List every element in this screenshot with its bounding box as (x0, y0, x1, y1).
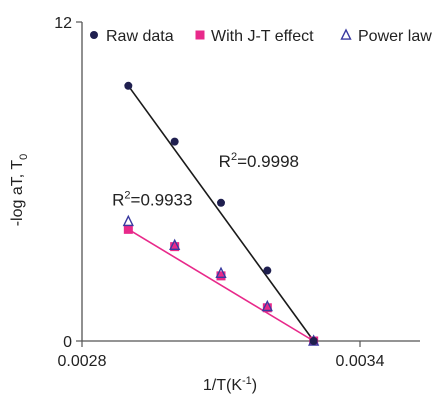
data-point-circle (309, 337, 318, 345)
annotations: R2=0.9998 R2=0.9933 (112, 151, 299, 210)
fit-line (127, 228, 315, 342)
data-points (122, 81, 320, 346)
legend-label: Raw data (106, 28, 174, 45)
data-point-triangle (215, 266, 227, 278)
legend-marker (195, 30, 205, 40)
x-tick-label: 0.0028 (58, 353, 107, 370)
x-axis-title: 1/T(K-1) (203, 375, 257, 394)
legend-marker (340, 28, 352, 40)
x-tick-label: 0.0034 (336, 353, 385, 370)
data-point-triangle (261, 299, 273, 312)
y-axis-title: -log aT, T0 (9, 154, 30, 227)
axes (81, 22, 420, 342)
data-point-square (216, 271, 226, 281)
fit-lines (127, 85, 315, 342)
data-point-circle (124, 81, 133, 90)
data-point-circle (217, 198, 225, 207)
legend: Raw data With J-T effect Power law (90, 28, 432, 45)
data-point-square (123, 224, 133, 234)
data-point-triangle (122, 214, 134, 227)
data-point-circle (170, 137, 179, 146)
fit-line (127, 85, 315, 342)
y-tick-label: 12 (54, 15, 72, 32)
r-squared-annotation: R2=0.9998 (219, 151, 299, 171)
y-tick-label: 0 (63, 334, 72, 351)
legend-label: With J-T effect (211, 28, 314, 45)
data-point-circle (263, 266, 272, 275)
data-point-triangle (169, 238, 181, 251)
ticks: 0 12 0.0028 0.0034 (54, 15, 384, 370)
legend-marker (90, 31, 98, 39)
data-point-square (170, 242, 180, 252)
r-squared-annotation: R2=0.9933 (112, 189, 192, 209)
data-point-square (262, 303, 272, 313)
legend-label: Power law (358, 28, 432, 45)
